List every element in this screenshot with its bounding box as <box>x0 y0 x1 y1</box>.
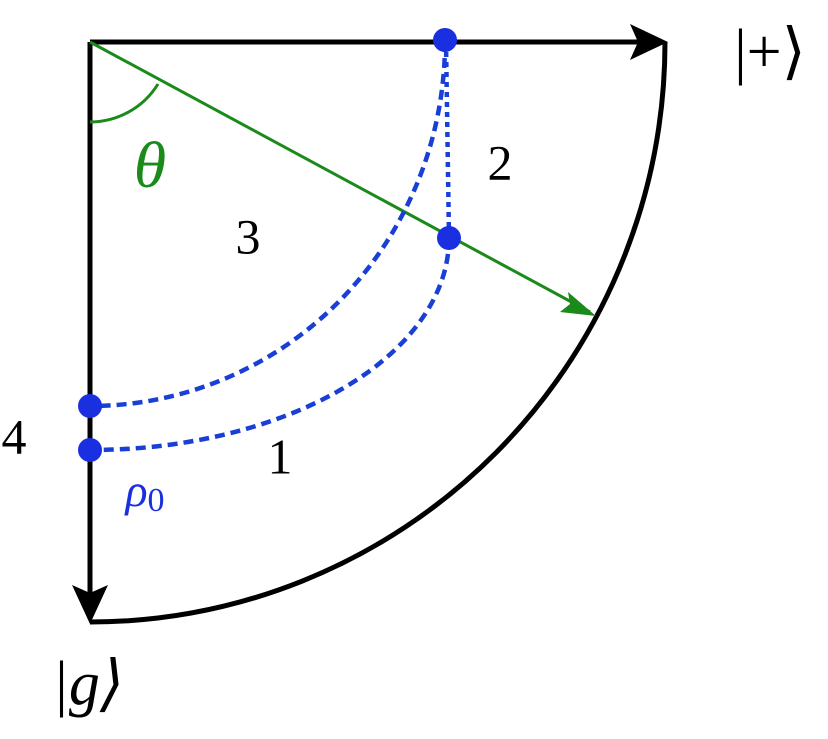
state-point <box>78 438 102 462</box>
vector-arrowhead <box>560 292 596 316</box>
outer-arc <box>89 41 668 625</box>
g-label: |g⟩ <box>52 650 124 718</box>
dotted-link <box>443 41 452 239</box>
plus-arrowhead <box>630 24 668 60</box>
state-point <box>78 394 102 418</box>
angle-arc <box>89 83 160 124</box>
trajectory-inner <box>89 237 452 453</box>
region-label: 2 <box>488 134 513 190</box>
state-label: ρ0 <box>123 465 164 519</box>
region-label: 4 <box>2 408 27 464</box>
state-point <box>433 28 457 52</box>
state-point <box>437 226 461 250</box>
g-arrowhead <box>72 585 108 624</box>
trajectory-outer <box>89 41 448 409</box>
state-symbol: ρ <box>123 465 147 516</box>
bloch-vector <box>89 40 591 314</box>
region-label: 1 <box>268 428 293 484</box>
region-label: 3 <box>236 208 261 264</box>
plus-label: |+⟩ <box>734 18 806 86</box>
state-subscript: 0 <box>148 482 165 519</box>
angle-label: θ <box>134 129 166 202</box>
